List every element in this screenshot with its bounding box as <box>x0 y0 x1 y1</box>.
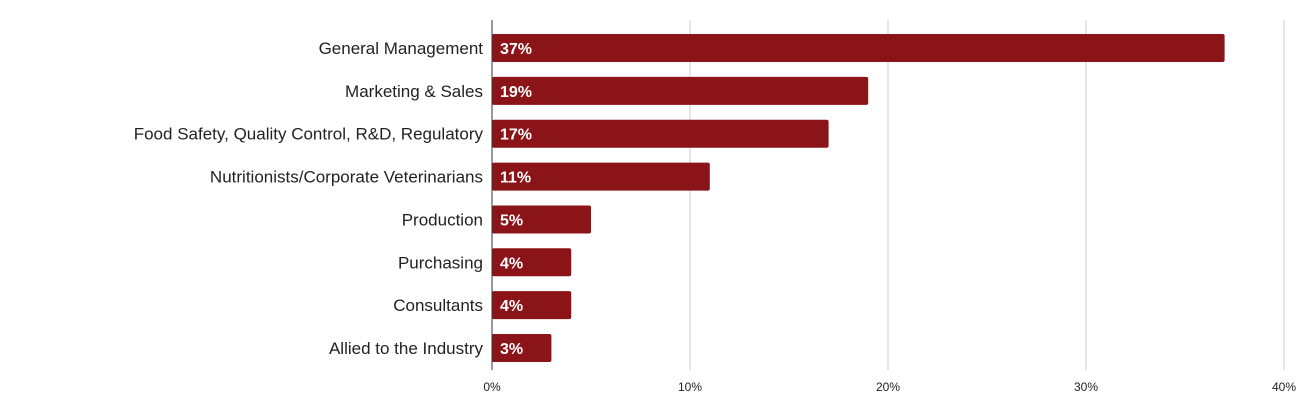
x-tick-label-3: 30% <box>1074 380 1098 394</box>
bar-2 <box>492 119 829 148</box>
x-tick-label-0: 0% <box>483 380 501 394</box>
bar-7 <box>492 334 552 363</box>
x-tick-label-1: 10% <box>678 380 702 394</box>
bar-value-label-7: 3% <box>500 341 523 358</box>
x-tick-label-2: 20% <box>876 380 900 394</box>
category-label-0: General Management <box>319 39 484 58</box>
category-label-6: Consultants <box>393 296 483 315</box>
bar-4 <box>492 205 591 234</box>
bar-5 <box>492 248 572 277</box>
x-tick-label-4: 40% <box>1272 380 1296 394</box>
bar-value-label-2: 17% <box>500 127 532 144</box>
bar-6 <box>492 291 572 320</box>
category-label-2: Food Safety, Quality Control, R&D, Regul… <box>134 125 484 144</box>
bar-3 <box>492 162 710 191</box>
category-label-4: Production <box>402 210 483 229</box>
bar-value-label-3: 11% <box>500 170 531 187</box>
bar-1 <box>492 76 869 105</box>
bar-value-label-4: 5% <box>500 212 523 229</box>
bar-value-label-1: 19% <box>500 84 532 101</box>
category-label-3: Nutritionists/Corporate Veterinarians <box>210 168 483 187</box>
bar-value-label-5: 4% <box>500 255 523 272</box>
category-label-5: Purchasing <box>398 253 483 272</box>
bar-0 <box>492 34 1225 62</box>
bar-value-label-6: 4% <box>500 298 523 315</box>
category-label-7: Allied to the Industry <box>329 339 484 358</box>
bar-value-label-0: 37% <box>500 41 532 58</box>
category-label-1: Marketing & Sales <box>345 82 483 101</box>
